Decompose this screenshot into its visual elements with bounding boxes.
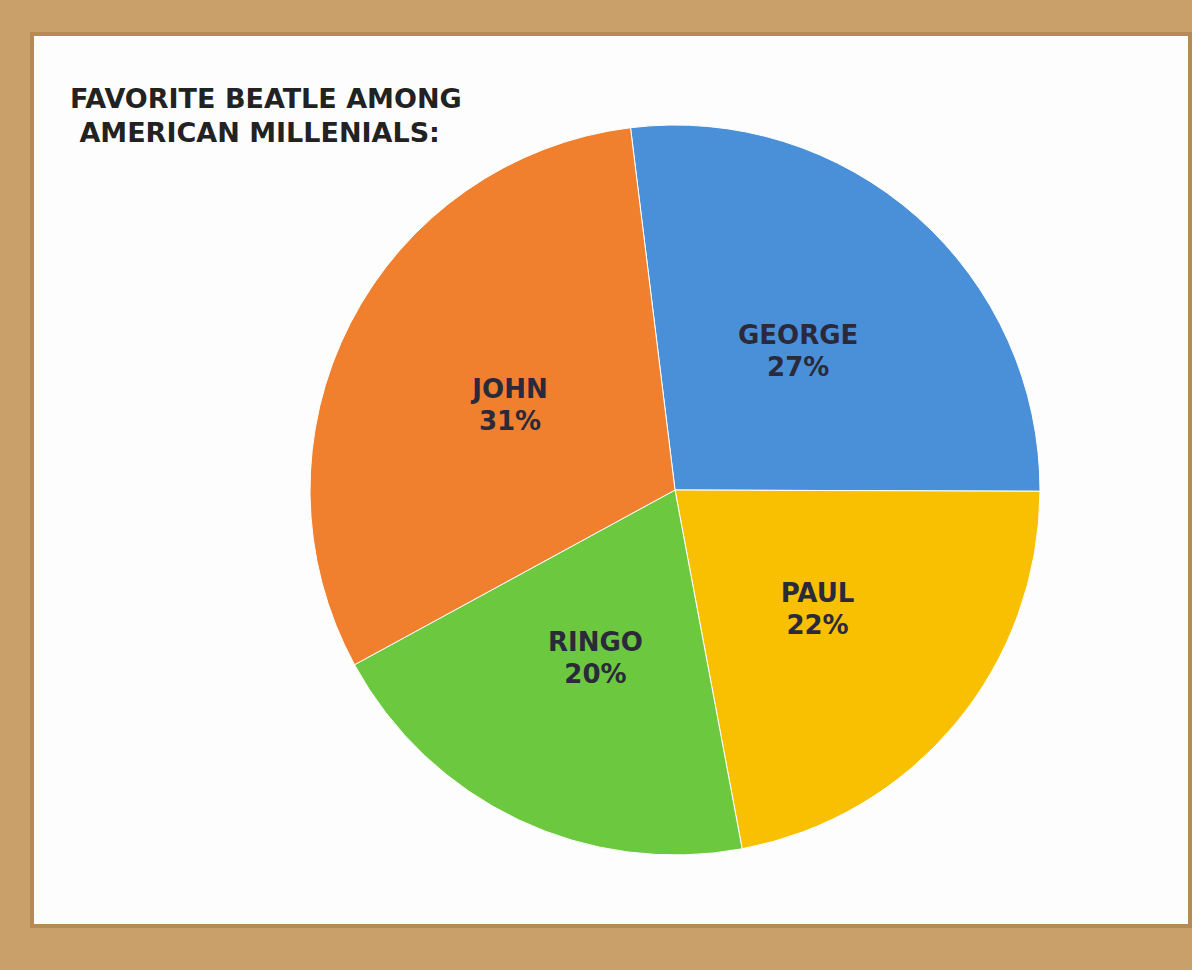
- svg-text:FAVORITE BEATLE AMONG: FAVORITE BEATLE AMONG: [70, 83, 462, 114]
- svg-text:27%: 27%: [767, 352, 829, 382]
- svg-text:22%: 22%: [786, 610, 848, 640]
- svg-text:PAUL: PAUL: [781, 578, 855, 608]
- svg-text:JOHN: JOHN: [470, 374, 547, 404]
- svg-text:GEORGE: GEORGE: [738, 320, 858, 350]
- svg-text:20%: 20%: [564, 659, 626, 689]
- svg-text:AMERICAN MILLENIALS:: AMERICAN MILLENIALS:: [70, 117, 440, 148]
- svg-text:RINGO: RINGO: [548, 627, 643, 657]
- svg-text:31%: 31%: [479, 406, 541, 436]
